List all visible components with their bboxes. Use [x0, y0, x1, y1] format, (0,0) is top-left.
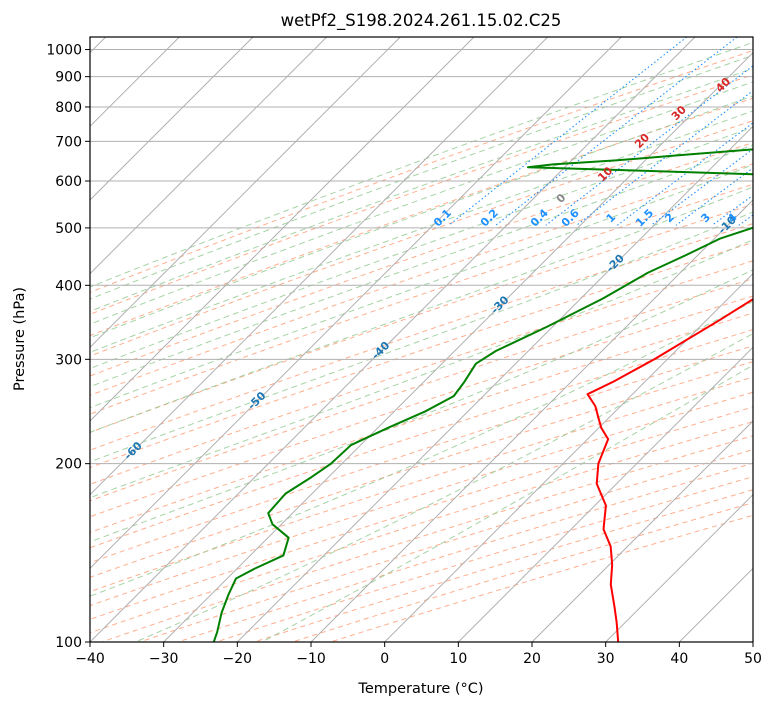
x-tick-label: 40 [670, 651, 688, 667]
dry-adiabat-line [90, 295, 753, 518]
isotherm-gridline [90, 37, 696, 642]
isotherm-gridline [457, 346, 753, 642]
dry-adiabat-line [90, 74, 753, 315]
dry-adiabat-line [90, 142, 753, 377]
dry-adiabat-line [90, 391, 753, 607]
mixing-ratio-lines [448, 37, 753, 226]
dry-adiabat-line [90, 163, 753, 396]
dry-adiabat-line [90, 97, 753, 337]
x-tick-label: 0 [380, 651, 389, 667]
isotherm-gridline [310, 199, 753, 642]
plot-frame [89, 36, 754, 643]
y-tick-label: 900 [55, 70, 82, 86]
dry-adiabat-line [90, 329, 753, 549]
moist-adiabat-line [90, 95, 753, 339]
moist-adiabat-line [90, 144, 753, 388]
moist-adiabat-line [90, 164, 753, 409]
isotherm-gridline [163, 51, 753, 642]
moist-adiabat-line [135, 332, 753, 642]
x-tick-label: −30 [149, 651, 179, 667]
x-axis: −40 −30 −20 −10 0 10 20 30 40 50 [75, 642, 762, 667]
isotherm-gridline [90, 37, 475, 422]
y-axis: 1000 900 800 700 600 500 400 300 200 100 [46, 43, 90, 651]
dry-adiabat-line [90, 241, 753, 469]
x-tick-label: 20 [523, 651, 541, 667]
dry-adiabat-line [90, 50, 753, 293]
x-tick-label: 10 [449, 651, 467, 667]
isotherm-gridline [90, 37, 254, 201]
moist-adiabat-line [90, 54, 753, 300]
isotherm-gridline [236, 125, 753, 642]
y-tick-label: 400 [55, 278, 82, 294]
isotherm-gridline [90, 37, 549, 496]
chart-title: wetPf2_S198.2024.261.15.02.C25 [281, 11, 562, 31]
dry-adiabat-line [90, 376, 753, 593]
moist-adiabat-line [90, 211, 753, 463]
moist-adiabat-line [90, 110, 753, 353]
isotherm-gridline [531, 420, 753, 642]
pressure-gridlines [90, 49, 753, 642]
x-tick-label: −20 [223, 651, 253, 667]
moist-adiabat-line [90, 186, 753, 433]
y-tick-label: 200 [55, 457, 82, 473]
dry-adiabat-line [90, 345, 753, 564]
isotherm-gridline [90, 37, 328, 275]
y-tick-label: 100 [55, 635, 82, 651]
x-axis-title: Temperature (°C) [357, 681, 483, 697]
moist-adiabat-line [90, 67, 753, 312]
mixing-ratio-line [576, 90, 753, 226]
y-tick-label: 300 [55, 352, 82, 368]
y-tick-label: 600 [55, 174, 82, 190]
mixing-ratio-line [650, 148, 753, 226]
temperature-profile-line [586, 298, 753, 642]
y-tick-label: 1000 [46, 43, 82, 59]
mixing-ratio-line [495, 37, 738, 226]
isotherm-gridline [90, 37, 622, 570]
isotherm-gridline [605, 493, 753, 642]
y-tick-label: 800 [55, 100, 82, 116]
y-axis-title: Pressure (hPa) [12, 287, 28, 391]
moist-adiabats [90, 41, 753, 642]
dewpoint-profile-line [212, 148, 753, 642]
isotherm-gridlines [90, 37, 753, 642]
x-tick-label: 30 [597, 651, 615, 667]
x-tick-label: −40 [75, 651, 105, 667]
isotherm-gridline [90, 37, 401, 349]
dry-adiabat-line [90, 183, 753, 415]
profile-lines [212, 148, 753, 642]
moist-adiabat-line [261, 364, 753, 642]
x-tick-label: −10 [296, 651, 326, 667]
moist-adiabat-line [90, 126, 753, 370]
y-tick-label: 500 [55, 221, 82, 237]
y-tick-label: 700 [55, 134, 82, 150]
x-tick-label: 50 [744, 651, 762, 667]
moist-adiabat-line [90, 81, 753, 325]
mixing-ratio-line [448, 37, 688, 226]
